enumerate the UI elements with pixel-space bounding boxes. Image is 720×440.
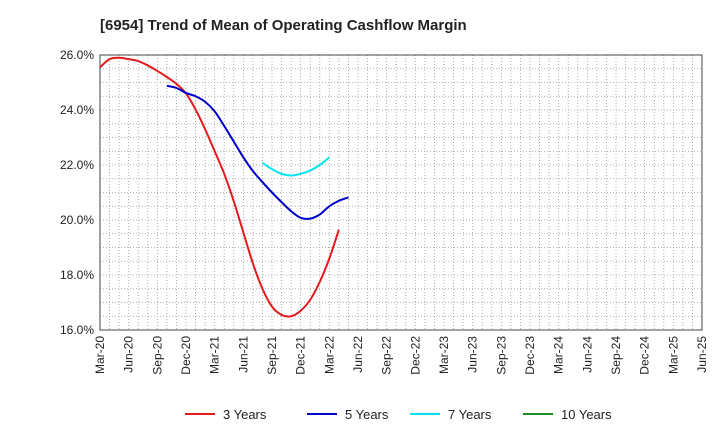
x-tick-label: Sep-21 [265,336,279,375]
x-tick-label: Mar-20 [93,336,107,374]
legend-label-7-years: 7 Years [448,407,492,422]
x-tick-label: Mar-22 [322,336,336,374]
x-tick-label: Dec-22 [408,336,422,375]
x-tick-label: Sep-24 [609,336,623,375]
legend-label-10-years: 10 Years [561,407,612,422]
x-tick-label: Sep-20 [150,336,164,375]
y-tick-label: 18.0% [60,268,94,282]
y-tick-label: 24.0% [60,103,94,117]
x-tick-label: Sep-22 [380,336,394,375]
x-tick-label: Dec-21 [294,336,308,375]
x-tick-label: Mar-24 [552,336,566,374]
y-tick-label: 22.0% [60,158,94,172]
x-tick-label: Mar-23 [437,336,451,374]
x-tick-label: Sep-23 [494,336,508,375]
plot-frame [99,54,703,331]
x-tick-label: Jun-24 [580,336,594,373]
x-tick-label: Mar-25 [666,336,680,374]
x-tick-label: Jun-22 [351,336,365,373]
x-tick-label: Dec-24 [638,336,652,375]
x-tick-label: Dec-23 [523,336,537,375]
y-tick-label: 26.0% [60,48,94,62]
x-tick-label: Jun-20 [122,336,136,373]
x-tick-label: Jun-21 [236,336,250,373]
series-line-5-years [166,84,349,220]
legend-label-5-years: 5 Years [345,407,389,422]
chart-title: [6954] Trend of Mean of Operating Cashfl… [100,17,467,34]
series-line-7-years [261,156,330,177]
y-tick-label: 16.0% [60,323,94,337]
series-line-3-years [99,56,340,318]
y-tick-label: 20.0% [60,213,94,227]
x-tick-label: Dec-20 [179,336,193,375]
x-tick-label: Jun-23 [466,336,480,373]
x-tick-label: Mar-21 [208,336,222,374]
x-tick-label: Jun-25 [695,336,709,373]
legend-label-3-years: 3 Years [223,407,267,422]
